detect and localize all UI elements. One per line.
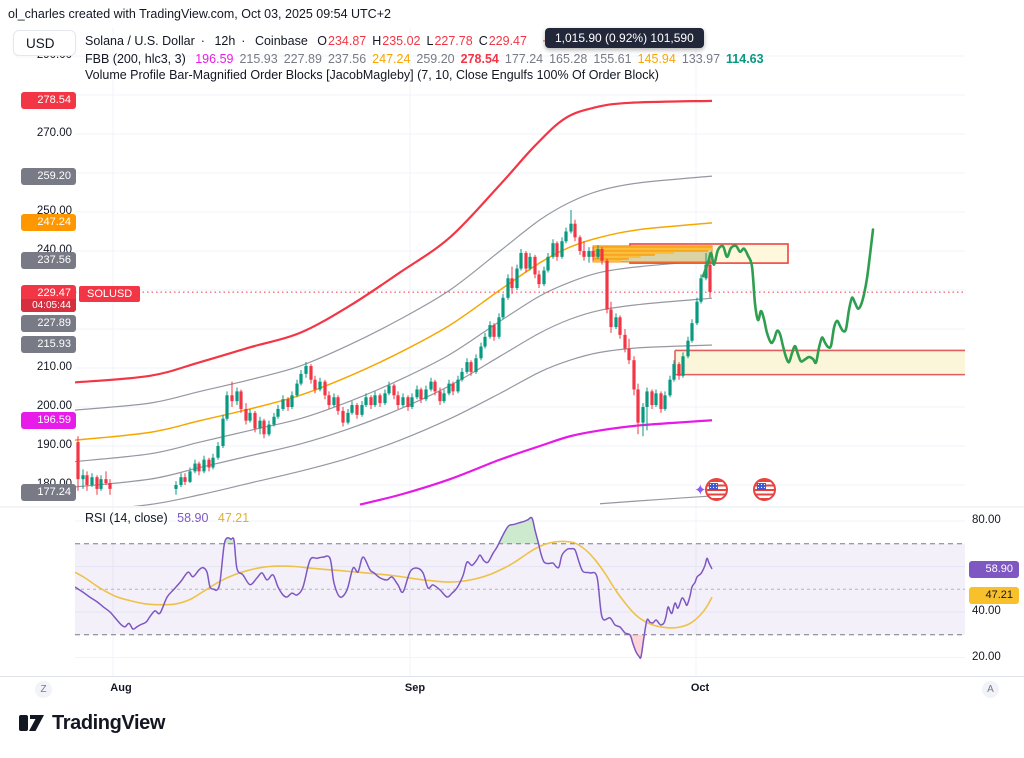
- fbb-indicator-legend-row[interactable]: FBB (200, hlc3, 3) 196.59 215.93 227.89 237…: [85, 52, 776, 66]
- fbb-band-value: 133.97: [681, 52, 721, 66]
- symbol-interval: 12h: [214, 34, 236, 48]
- current-price: 229.47: [37, 286, 71, 299]
- fbb-band-value: 227.89: [283, 52, 322, 66]
- fbb-band-value: 215.93: [239, 52, 278, 66]
- bar-info-tooltip: 1,015.90 (0.92%) 101,590: [545, 28, 704, 48]
- ohlc-value: 227.78: [434, 34, 473, 48]
- adjust-button[interactable]: A: [982, 681, 999, 698]
- time-axis[interactable]: Z Aug Sep Oct A: [0, 676, 1024, 702]
- rsi-axis-badge: 58.90: [969, 560, 1019, 578]
- fbb-band-value: 259.20: [416, 52, 455, 66]
- page-title: ol_charles created with TradingView.com,…: [8, 7, 391, 21]
- us-flag-event-icon[interactable]: [753, 478, 776, 501]
- ohlc-value: 235.02: [382, 34, 421, 48]
- ohlc-value: 229.47: [488, 34, 527, 48]
- fbb-band-value: 114.63: [726, 52, 764, 66]
- symbol-exchange: Coinbase: [254, 34, 308, 48]
- fbb-band-value: 247.24: [372, 52, 411, 66]
- price-axis-badge: 237.56: [21, 252, 76, 270]
- rsi-axis-badge: 47.21: [969, 587, 1019, 605]
- price-axis-badge: 259.20: [21, 167, 76, 185]
- fbb-band-value: 155.61: [593, 52, 632, 66]
- rsi-axis-label: 40.00: [972, 605, 1001, 617]
- price-axis-badge: 247.24: [21, 214, 76, 232]
- bar-countdown: 04:05:44: [21, 299, 76, 312]
- tradingview-logo-text: TradingView: [52, 711, 166, 734]
- ohlc-key: L: [426, 34, 434, 48]
- time-axis-tick: Sep: [404, 682, 426, 694]
- gridlines: [75, 28, 965, 676]
- time-axis-tick: Aug: [110, 682, 132, 694]
- price-axis-label: 210.00: [36, 361, 72, 373]
- timezone-button[interactable]: Z: [35, 681, 52, 698]
- rsi-axis-label: 80.00: [972, 514, 1001, 526]
- fbb-band-value: 165.28: [549, 52, 588, 66]
- price-axis-badge: 278.54: [21, 92, 76, 110]
- price-axis-badge: 227.89: [21, 314, 76, 332]
- ohlc-values: O234.87 H235.02 L227.78 C229.47: [317, 34, 533, 48]
- rsi-pane: [75, 516, 965, 660]
- fbb-band-value: 196.59: [195, 52, 234, 66]
- ohlc-key: C: [478, 34, 488, 48]
- rsi-value: 58.90: [177, 511, 209, 525]
- fbb-values: 196.59 215.93 227.89 237.56 247.24 259.20 278.…: [195, 52, 769, 66]
- price-axis-badge: 177.24: [21, 484, 76, 502]
- price-axis-label: 250.00: [36, 205, 72, 217]
- symbol-name: Solana / U.S. Dollar: [85, 34, 195, 48]
- price-pane: [75, 99, 965, 506]
- tradingview-logo-icon: [19, 715, 44, 731]
- currency-toggle-button[interactable]: USD: [13, 30, 76, 56]
- price-axis-label: 270.00: [36, 127, 72, 139]
- rsi-ma-value: 47.21: [217, 511, 250, 525]
- fbb-band-value: 237.56: [327, 52, 367, 66]
- price-axis-label: 200.00: [36, 400, 72, 412]
- fbb-band-value: 177.24: [504, 52, 544, 66]
- ohlc-key: H: [372, 34, 382, 48]
- rsi-legend-row[interactable]: RSI (14, close) 58.90 47.21: [85, 511, 255, 525]
- price-axis-badge: 215.93: [21, 336, 76, 354]
- symbol-price-label: SOLUSD: [79, 286, 141, 302]
- ohlc-value: 234.87: [328, 34, 367, 48]
- volume-profile-legend-row[interactable]: Volume Profile Bar-Magnified Order Block…: [85, 68, 665, 82]
- fbb-band-value: 278.54: [460, 52, 499, 66]
- price-axis-badge: 196.59: [21, 411, 76, 429]
- price-axis-label: 190.00: [36, 439, 72, 451]
- fbb-band-value: 145.94: [637, 52, 676, 66]
- us-flag-event-icon[interactable]: [705, 478, 728, 501]
- tradingview-logo[interactable]: TradingView: [18, 710, 165, 736]
- rsi-label: RSI (14, close): [85, 511, 168, 525]
- rsi-axis-label: 20.00: [972, 650, 1001, 663]
- time-axis-tick: Oct: [690, 682, 710, 694]
- ohlc-key: O: [317, 34, 327, 48]
- fbb-label: FBB (200, hlc3, 3): [85, 52, 186, 66]
- current-price-badge: 229.47 04:05:44: [21, 285, 76, 312]
- volume-profile-label: Volume Profile Bar-Magnified Order Block…: [85, 68, 659, 82]
- sparkle-icon: ✦: [694, 482, 707, 499]
